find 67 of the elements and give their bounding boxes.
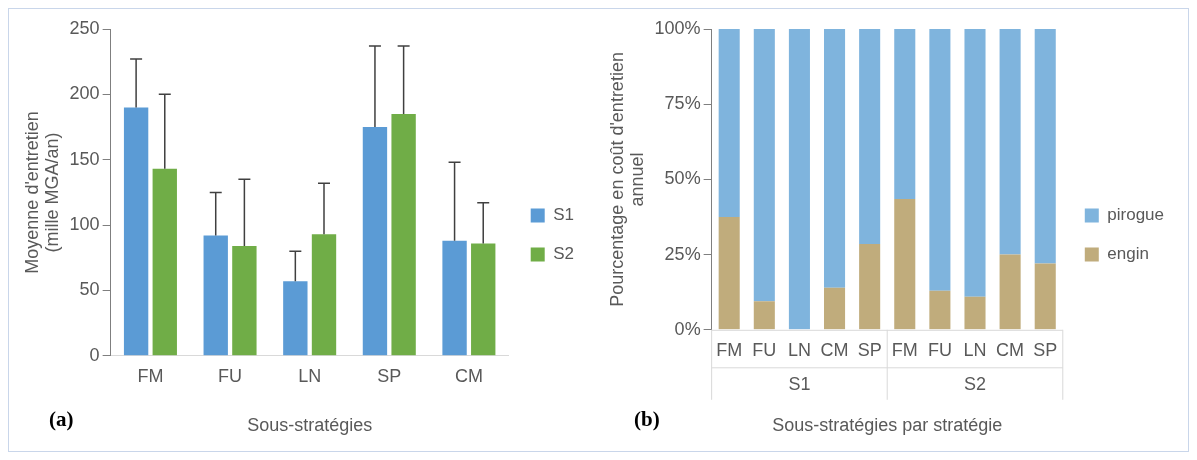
x-tick-label: FU xyxy=(218,365,243,386)
bar xyxy=(203,235,228,356)
x-tick-label: LN xyxy=(298,365,322,386)
y-tick-label: 100% xyxy=(654,17,701,38)
bar xyxy=(964,29,986,297)
y-axis-title: Moyenne d'entretien (mille MGA/an) xyxy=(21,111,62,274)
bar xyxy=(442,240,467,356)
y-tick-label: 0 xyxy=(89,344,100,365)
bar xyxy=(824,29,846,288)
x-tick-label: CM xyxy=(454,365,483,386)
x-axis-title: Sous-stratégies xyxy=(247,415,373,436)
x-axis-title: Sous-stratégies par stratégie xyxy=(772,415,1003,436)
bar xyxy=(1034,263,1056,330)
legend-label: S2 xyxy=(553,244,574,264)
text: (b) xyxy=(634,406,660,431)
x-tick-label: FM xyxy=(137,365,164,386)
bar xyxy=(1034,29,1056,264)
x-tick-label: LN xyxy=(963,339,987,360)
legend-label: S1 xyxy=(553,205,574,225)
x-tick-label: SP xyxy=(857,339,882,360)
bar xyxy=(362,127,388,356)
bar xyxy=(894,198,916,330)
x-tick-label: FU xyxy=(927,339,952,360)
bar xyxy=(964,296,986,330)
bar xyxy=(929,290,951,330)
y-tick-label: 75% xyxy=(664,93,701,114)
y-tick-label: 50 xyxy=(79,279,100,300)
bar xyxy=(753,301,775,330)
bar xyxy=(123,107,149,356)
y-tick-label: 150 xyxy=(69,148,100,169)
x-tick-label: CM xyxy=(820,339,849,360)
y-tick-label: 100 xyxy=(69,214,100,235)
bar xyxy=(999,254,1021,330)
legend-label: engin xyxy=(1107,244,1149,264)
bar xyxy=(391,113,416,356)
bar xyxy=(824,287,846,330)
y-tick-label: 50% xyxy=(664,168,701,189)
x-tick-label: SP xyxy=(1033,339,1058,360)
bar xyxy=(859,244,881,330)
x-tick-label: FM xyxy=(891,339,918,360)
y-axis-title: Pourcentage en coût d'entretien annuel xyxy=(606,52,647,307)
bar xyxy=(718,217,740,330)
bar xyxy=(718,29,740,217)
text: S1 xyxy=(788,373,811,394)
x-tick-label: SP xyxy=(377,365,402,386)
y-tick-label: 25% xyxy=(664,243,701,264)
legend-label: pirogue xyxy=(1107,205,1165,225)
bar xyxy=(471,243,496,356)
bar xyxy=(753,29,775,302)
bar xyxy=(311,234,337,356)
bar xyxy=(283,281,308,356)
y-tick-label: 200 xyxy=(69,83,100,104)
x-tick-label: CM xyxy=(996,339,1025,360)
x-tick-label: FU xyxy=(752,339,777,360)
bar xyxy=(152,168,177,356)
text: (a) xyxy=(49,406,74,431)
y-tick-label: 0% xyxy=(674,318,701,339)
bar xyxy=(232,246,257,356)
text: S2 xyxy=(963,373,987,394)
y-tick-label: 250 xyxy=(69,17,100,38)
bar xyxy=(788,29,810,330)
x-tick-label: FM xyxy=(716,339,743,360)
bar xyxy=(859,29,881,245)
bar xyxy=(999,29,1021,255)
bar xyxy=(894,29,916,199)
x-tick-label: LN xyxy=(787,339,811,360)
bar xyxy=(929,29,951,291)
